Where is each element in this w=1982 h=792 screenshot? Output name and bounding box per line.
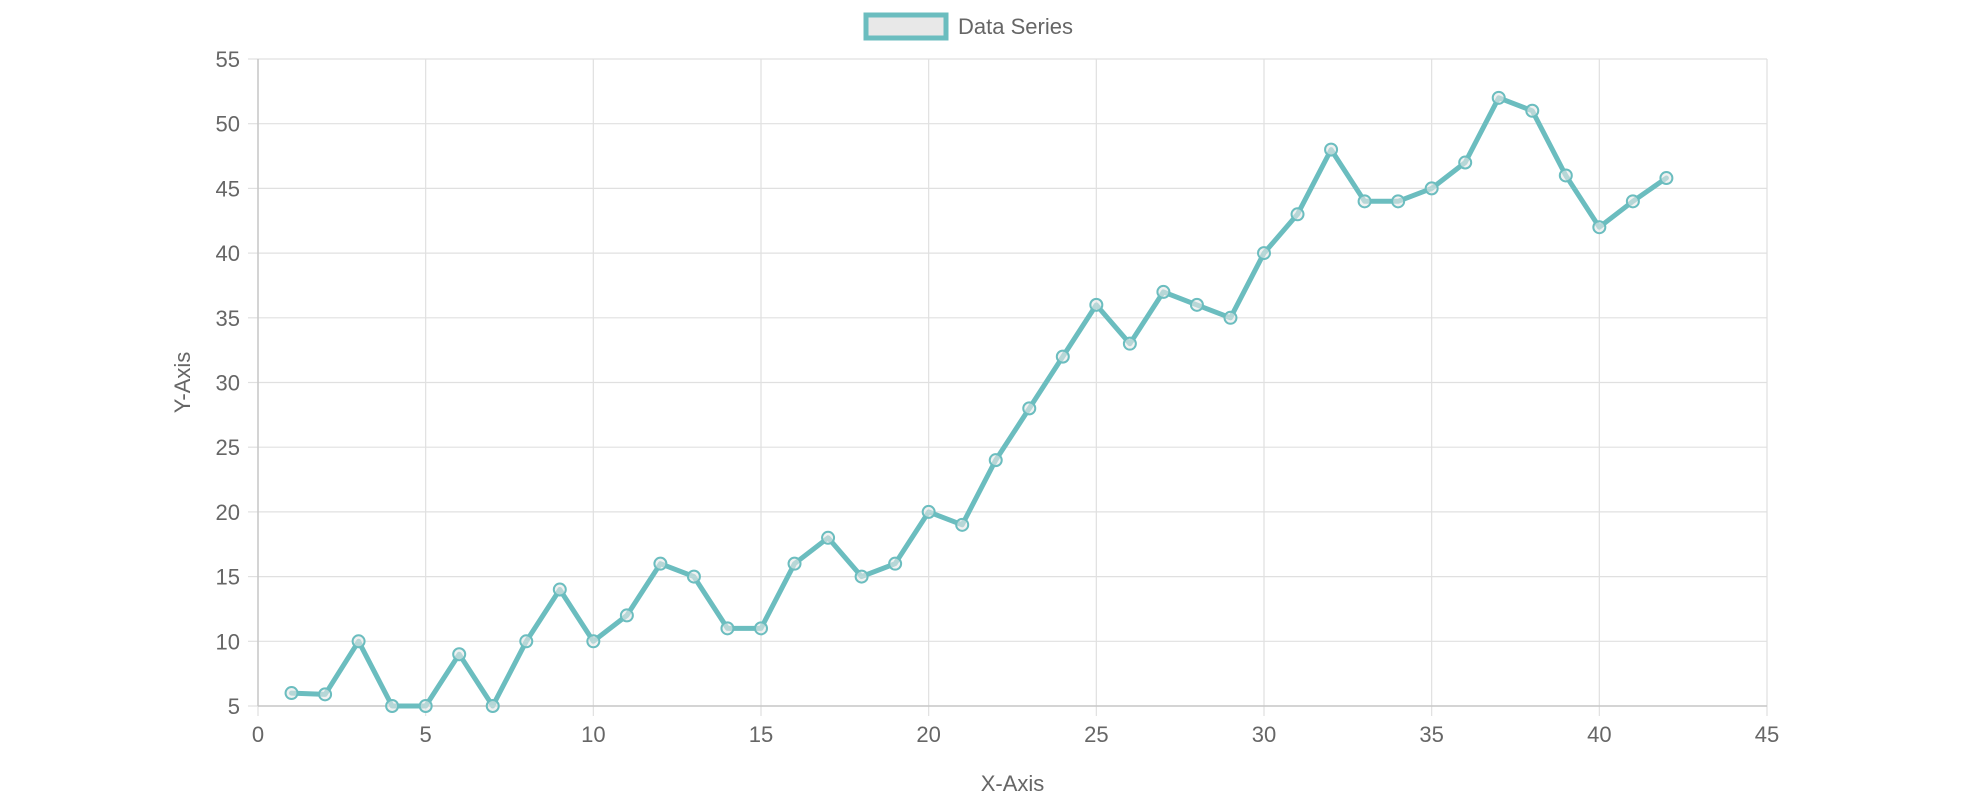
x-tick-label: 10	[581, 722, 605, 747]
series-group	[284, 90, 1674, 713]
data-point	[821, 530, 836, 545]
y-tick-label: 55	[216, 47, 240, 72]
y-tick-label: 50	[216, 112, 240, 137]
x-axis-title: X-Axis	[981, 771, 1045, 792]
data-point	[653, 556, 668, 571]
data-point	[351, 634, 366, 649]
data-point	[1391, 194, 1406, 209]
x-tick-label: 20	[916, 722, 940, 747]
x-tick-label: 30	[1252, 722, 1276, 747]
y-tick-label: 25	[216, 435, 240, 460]
data-point	[787, 556, 802, 571]
data-point	[686, 569, 701, 584]
x-tick-label: 15	[749, 722, 773, 747]
data-point	[1558, 168, 1573, 183]
data-point	[1189, 297, 1204, 312]
data-point	[921, 504, 936, 519]
data-point	[418, 699, 433, 713]
y-tick-label: 40	[216, 241, 240, 266]
data-point	[1357, 194, 1372, 209]
data-point	[988, 453, 1003, 468]
data-point	[318, 687, 333, 702]
data-point	[586, 634, 601, 649]
y-tick-label: 15	[216, 565, 240, 590]
series-line	[289, 95, 1669, 709]
y-tick-labels: 5 10 15 20 25 30 35 40 45 50 55	[216, 47, 240, 719]
x-tick-label: 45	[1755, 722, 1779, 747]
data-point	[1525, 103, 1540, 118]
data-point	[1122, 336, 1137, 351]
y-tick-label: 35	[216, 306, 240, 331]
data-point	[720, 621, 735, 636]
x-tick-label: 35	[1419, 722, 1443, 747]
legend[interactable]: Data Series	[863, 12, 1073, 41]
data-point	[1592, 220, 1607, 235]
data-point	[1257, 246, 1271, 261]
data-point	[485, 699, 500, 713]
data-point	[1290, 207, 1305, 222]
data-point	[619, 608, 634, 623]
axes	[257, 59, 1767, 707]
data-point	[754, 621, 768, 636]
data-point	[552, 582, 567, 597]
data-point	[1156, 284, 1171, 299]
x-tick-label: 0	[252, 722, 264, 747]
legend-label: Data Series	[958, 14, 1073, 39]
data-point	[1055, 349, 1070, 364]
x-tick-label: 40	[1587, 722, 1611, 747]
x-tick-label: 25	[1084, 722, 1108, 747]
grid	[248, 58, 1768, 716]
data-point	[1458, 155, 1473, 170]
y-tick-label: 10	[216, 629, 240, 654]
data-point	[1625, 194, 1640, 209]
y-tick-label: 30	[216, 371, 240, 396]
data-point	[385, 699, 400, 713]
data-point	[854, 569, 869, 584]
y-tick-label: 20	[216, 500, 240, 525]
data-point	[888, 556, 903, 571]
data-point	[1324, 142, 1339, 157]
data-point	[1223, 310, 1238, 325]
data-point	[1424, 181, 1439, 196]
data-point	[519, 634, 534, 649]
data-point	[1659, 171, 1674, 186]
y-tick-label: 5	[228, 694, 240, 719]
data-point	[452, 647, 467, 662]
x-tick-labels: 0 5 10 15 20 25 30 35 40 45	[252, 722, 1779, 747]
data-point	[284, 686, 299, 701]
y-tick-label: 45	[216, 176, 240, 201]
data-point	[1022, 401, 1037, 416]
x-tick-label: 5	[420, 722, 432, 747]
y-axis-title: Y-Axis	[170, 352, 195, 414]
data-point	[955, 517, 970, 532]
legend-swatch	[863, 12, 949, 41]
data-point	[1491, 90, 1506, 105]
data-point	[1089, 297, 1104, 312]
